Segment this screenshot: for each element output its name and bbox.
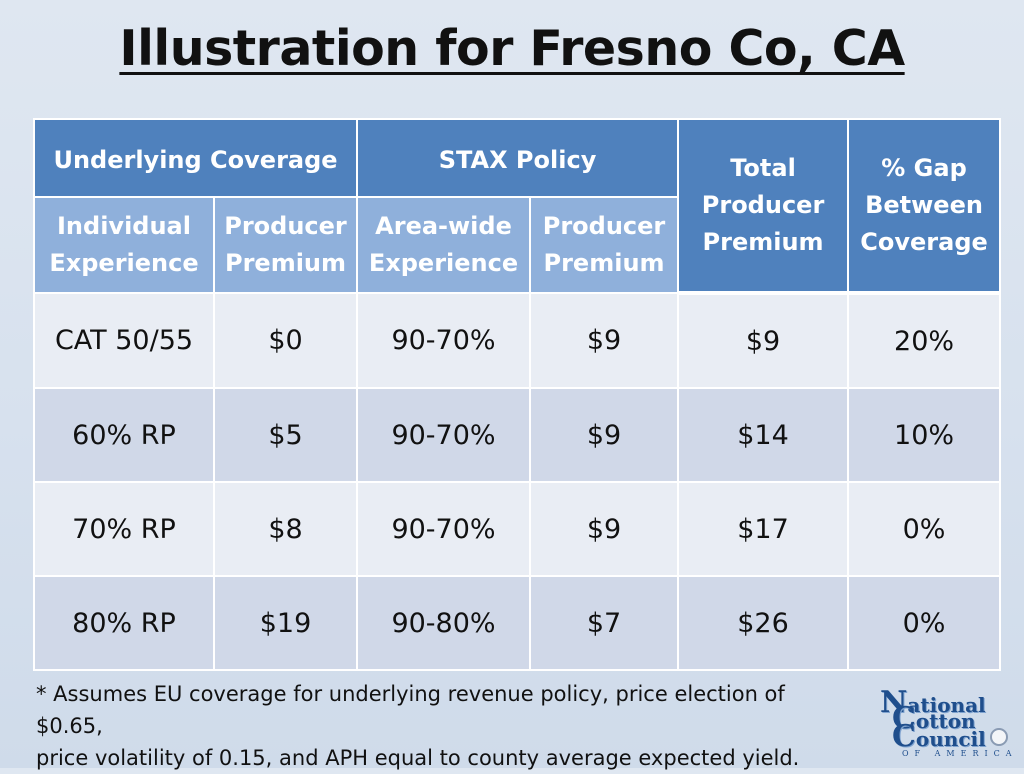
table-cell: 90-70% — [356, 387, 532, 483]
coverage-table: Underlying Coverage STAX Policy Total Pr… — [32, 118, 1002, 671]
logo-initial: C — [892, 701, 916, 736]
logo-initial: C — [892, 719, 916, 754]
table-cell: $9 — [529, 292, 680, 389]
underlying-coverage-header: Underlying Coverage — [32, 118, 359, 198]
table-cell: $5 — [212, 387, 359, 483]
page-title-text: Illustration for Fresno Co, CA — [119, 20, 905, 77]
table-cell: $14 — [677, 387, 850, 483]
table-cell: $7 — [529, 575, 680, 671]
logo-word: ouncil — [915, 727, 986, 751]
table-row: 60% RP $5 90-70% $9 $14 10% — [33, 387, 1002, 483]
stax-policy-header: STAX Policy — [356, 118, 680, 198]
producer1-header-line2: Premium — [224, 249, 347, 277]
areawide-header-line1: Area-wide — [375, 212, 512, 240]
table-cell: $19 — [212, 575, 359, 671]
total-header-line3: Premium — [702, 228, 824, 256]
table-cell: $9 — [529, 387, 680, 483]
table-cell: 90-70% — [356, 292, 532, 389]
producer-premium-header: Producer Premium — [212, 196, 359, 294]
footnote: * Assumes EU coverage for underlying rev… — [36, 678, 856, 774]
producer1-header-line1: Producer — [224, 212, 347, 240]
stax-producer-premium-header: Producer Premium — [529, 196, 680, 294]
table-row: 70% RP $8 90-70% $9 $17 0% — [33, 481, 1002, 577]
individual-header-line1: Individual — [57, 212, 191, 240]
table-cell: $9 — [529, 481, 680, 577]
table-cell: 80% RP — [33, 575, 215, 671]
area-wide-experience-header: Area-wide Experience — [356, 196, 532, 294]
logo-initial: N — [880, 685, 908, 720]
footnote-line1: * Assumes EU coverage for underlying rev… — [36, 682, 785, 738]
page-title: Illustration for Fresno Co, CA — [0, 20, 1024, 77]
table-row: CAT 50/55 $0 90-70% $9 $9 20% — [33, 292, 1002, 389]
individual-experience-header: Individual Experience — [33, 196, 215, 294]
coverage-table-container: Underlying Coverage STAX Policy Total Pr… — [32, 118, 1002, 671]
table-row: 80% RP $19 90-80% $7 $26 0% — [33, 575, 1002, 671]
logo-line-council: Council — [892, 722, 986, 752]
logo-word: otton — [915, 709, 976, 733]
logo-line-cotton: Cotton — [892, 704, 976, 734]
gap-between-coverage-header: % Gap Between Coverage — [847, 118, 1002, 295]
gap-header-line3: Coverage — [860, 228, 988, 256]
table-cell: 60% RP — [33, 387, 215, 483]
total-header-line1: Total — [730, 154, 796, 182]
logo-subline: OF AMERICA — [902, 749, 1018, 758]
cotton-boll-icon — [990, 728, 1008, 746]
individual-header-line2: Experience — [49, 249, 199, 277]
table-cell: $0 — [212, 292, 359, 389]
group-header-row: Underlying Coverage STAX Policy Total Pr… — [32, 118, 1002, 295]
table-cell: 20% — [847, 292, 1002, 389]
table-cell: $8 — [212, 481, 359, 577]
logo-word: ational — [907, 693, 986, 717]
total-header-line2: Producer — [701, 191, 825, 219]
sub-header-row: Individual Experience Producer Premium A… — [33, 196, 1000, 294]
table-cell: 90-70% — [356, 481, 532, 577]
footnote-line2: price volatility of 0.15, and APH equal … — [36, 746, 800, 770]
producer2-header-line2: Premium — [543, 249, 665, 277]
areawide-header-line2: Experience — [368, 249, 519, 277]
table-cell: 90-80% — [356, 575, 532, 671]
table-cell: 10% — [847, 387, 1002, 483]
total-producer-premium-header: Total Producer Premium — [677, 118, 850, 295]
table-cell: $26 — [677, 575, 850, 671]
table-cell: 70% RP — [33, 481, 215, 577]
gap-header-line1: % Gap — [881, 154, 967, 182]
table-cell: $9 — [677, 292, 850, 389]
logo: National Cotton Council OF AMERICA — [878, 688, 1018, 762]
gap-header-line2: Between — [865, 191, 983, 219]
logo-line-national: National — [880, 688, 986, 718]
table-cell: 0% — [847, 575, 1002, 671]
table-cell: CAT 50/55 — [33, 292, 215, 389]
table-cell: 0% — [847, 481, 1002, 577]
producer2-header-line1: Producer — [542, 212, 666, 240]
table-cell: $17 — [677, 481, 850, 577]
